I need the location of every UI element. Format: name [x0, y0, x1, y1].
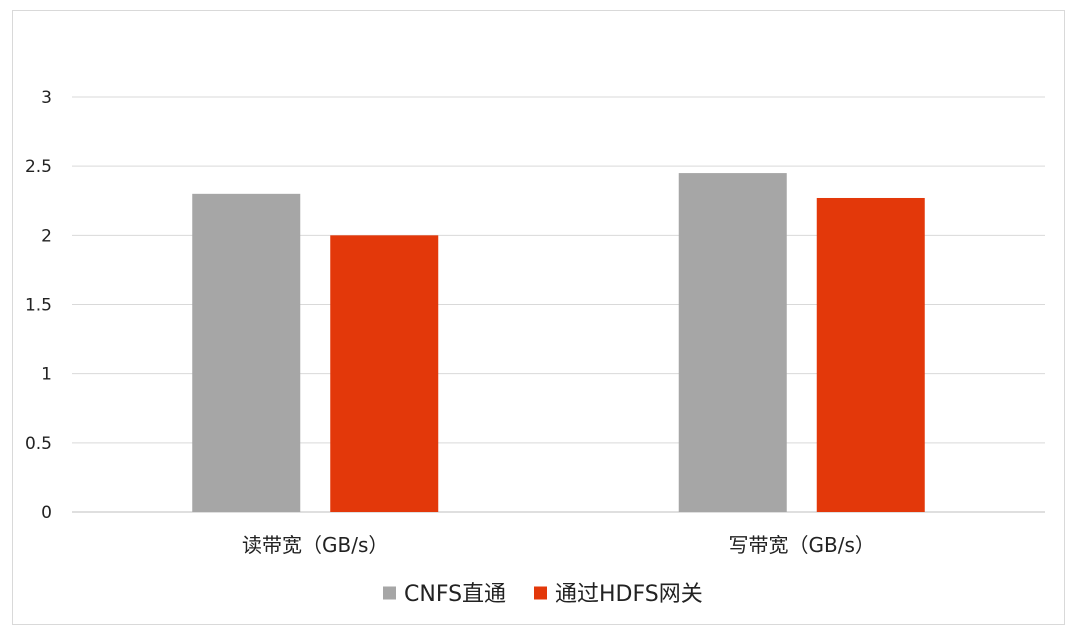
bar-hdfs-gateway-1	[816, 197, 925, 512]
bar-cnfs-1	[678, 173, 787, 513]
y-tick-label: 0.5	[25, 434, 52, 454]
legend-swatch	[383, 586, 396, 600]
legend-label: CNFS直通	[404, 582, 506, 607]
x-axis: 读带宽（GB/s） 写带宽（GB/s）	[242, 533, 875, 557]
legend: CNFS直通 通过HDFS网关	[383, 582, 703, 607]
x-category-label: 读带宽（GB/s）	[242, 533, 388, 557]
y-tick-label: 0	[41, 503, 52, 523]
bar-hdfs-gateway-0	[330, 235, 439, 513]
legend-label: 通过HDFS网关	[555, 582, 703, 607]
legend-swatch	[534, 586, 547, 600]
y-axis: 0 0.5 1 1.5 2 2.5 3	[25, 88, 52, 523]
y-tick-label: 1	[41, 365, 52, 385]
y-tick-label: 2.5	[25, 157, 52, 177]
bars	[192, 173, 925, 513]
x-category-label: 写带宽（GB/s）	[729, 533, 875, 557]
y-tick-label: 2	[41, 226, 52, 246]
y-tick-label: 3	[41, 88, 52, 108]
bar-cnfs-0	[192, 193, 301, 513]
y-tick-label: 1.5	[25, 296, 52, 316]
